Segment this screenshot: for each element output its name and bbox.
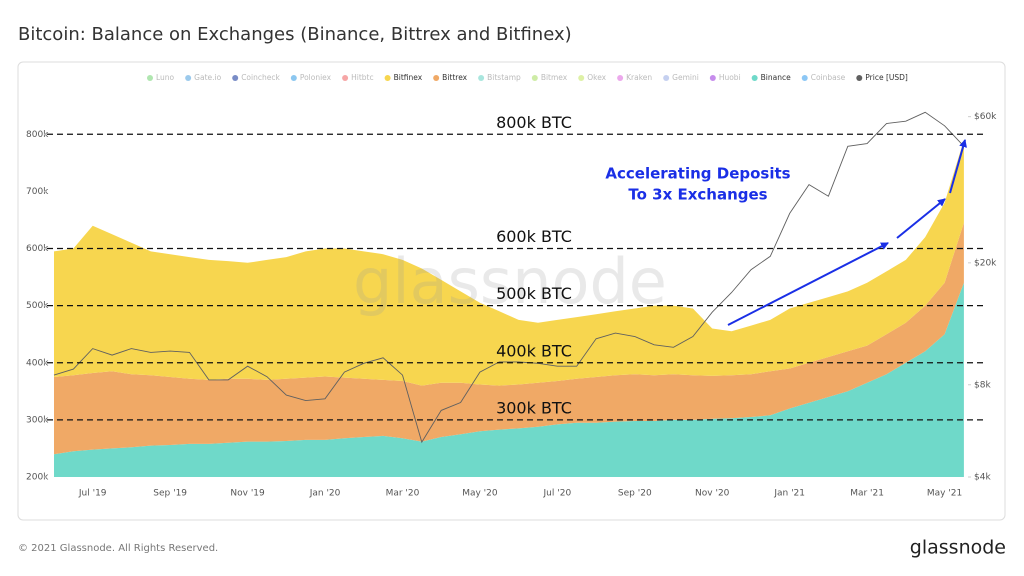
reference-label: 300k BTC bbox=[496, 398, 572, 417]
legend-dot bbox=[617, 75, 624, 81]
legend-label: Bitmex bbox=[541, 73, 568, 82]
arrow bbox=[727, 242, 889, 326]
legend-dot bbox=[578, 75, 585, 81]
y2-tick-label: $20k bbox=[974, 258, 997, 268]
area-bitfinex bbox=[54, 140, 964, 386]
legend-label: Binance bbox=[761, 73, 791, 82]
legend-label: Okex bbox=[587, 73, 606, 82]
legend-dot bbox=[856, 75, 863, 81]
legend-label: Poloniex bbox=[300, 73, 332, 82]
legend-dot bbox=[290, 75, 297, 81]
legend-dot bbox=[342, 75, 349, 81]
area-bittrex bbox=[54, 222, 964, 455]
x-tick-label: Mar '20 bbox=[386, 489, 420, 499]
legend-label: Hitbtc bbox=[351, 73, 374, 82]
x-tick-label: Mar '21 bbox=[850, 489, 884, 499]
legend-label: Huobi bbox=[719, 73, 741, 82]
y-tick-label: 400k bbox=[26, 358, 49, 368]
legend-dot bbox=[801, 75, 808, 81]
y-tick-label: 700k bbox=[26, 187, 49, 197]
legend-label: Luno bbox=[156, 73, 175, 82]
legend-dot bbox=[147, 75, 153, 81]
legend-dot bbox=[751, 75, 758, 81]
legend-label: Kraken bbox=[626, 73, 652, 82]
reference-label: 800k BTC bbox=[496, 113, 572, 132]
y-tick-label: 800k bbox=[26, 130, 49, 140]
legend-label: Coincheck bbox=[241, 73, 280, 82]
price-line bbox=[53, 111, 965, 444]
x-tick-label: Sep '19 bbox=[153, 489, 187, 499]
x-tick-label: Sep '20 bbox=[618, 489, 652, 499]
legend-label: Coinbase bbox=[811, 73, 846, 82]
annotation: Accelerating Deposits bbox=[605, 165, 790, 183]
legend-label: Bitfinex bbox=[394, 73, 423, 82]
y2-tick-label: $4k bbox=[974, 473, 991, 483]
y2-tick-label: $60k bbox=[974, 112, 997, 122]
legend-dot bbox=[384, 75, 391, 81]
logo: glassnode bbox=[910, 537, 1006, 559]
x-tick-label: Jul '20 bbox=[543, 489, 572, 499]
reference-label: 400k BTC bbox=[496, 341, 572, 360]
reference-label: 600k BTC bbox=[496, 227, 572, 246]
annotation: To 3x Exchanges bbox=[628, 186, 767, 204]
legend-dot bbox=[232, 75, 239, 81]
legend-dot bbox=[185, 75, 192, 81]
x-tick-label: Jan '21 bbox=[773, 489, 805, 499]
area-binance bbox=[54, 282, 964, 477]
x-tick-label: May '21 bbox=[927, 489, 962, 499]
legend-dot bbox=[531, 75, 538, 81]
chart-title: Bitcoin: Balance on Exchanges (Binance, … bbox=[18, 24, 572, 45]
arrow bbox=[949, 139, 967, 194]
footer: © 2021 Glassnode. All Rights Reserved. bbox=[18, 543, 218, 554]
legend-dot bbox=[709, 75, 716, 81]
legend-dot bbox=[478, 75, 485, 81]
legend-dot bbox=[663, 75, 670, 81]
legend-label: Bittrex bbox=[442, 73, 468, 82]
x-tick-label: Nov '20 bbox=[695, 489, 730, 499]
y-tick-label: 500k bbox=[26, 301, 49, 311]
legend-label: Gemini bbox=[672, 73, 699, 82]
x-tick-label: Jul '19 bbox=[78, 489, 107, 499]
y-tick-label: 200k bbox=[26, 473, 49, 483]
x-tick-label: Nov '19 bbox=[230, 489, 265, 499]
y-tick-label: 600k bbox=[26, 244, 49, 254]
y-tick-label: 300k bbox=[26, 415, 49, 425]
legend-dot bbox=[433, 75, 440, 81]
legend-label: Price [USD] bbox=[865, 73, 908, 82]
reference-label: 500k BTC bbox=[496, 284, 572, 303]
arrow bbox=[896, 198, 946, 239]
y2-tick-label: $8k bbox=[974, 380, 991, 390]
plot-area: 200k 300k 400k 500k 600k 700k 800k $4k $8k $20k $6… bbox=[26, 111, 997, 499]
watermark: glassnode bbox=[353, 245, 667, 318]
overlay: 800k BTC 600k BTC 500k BTC 400k BTC 300k BTC… bbox=[47, 73, 986, 421]
legend-label: Bitstamp bbox=[487, 73, 521, 82]
legend-label: Gate.io bbox=[194, 73, 221, 82]
x-tick-label: May '20 bbox=[462, 489, 498, 499]
x-tick-label: Jan '20 bbox=[309, 489, 341, 499]
